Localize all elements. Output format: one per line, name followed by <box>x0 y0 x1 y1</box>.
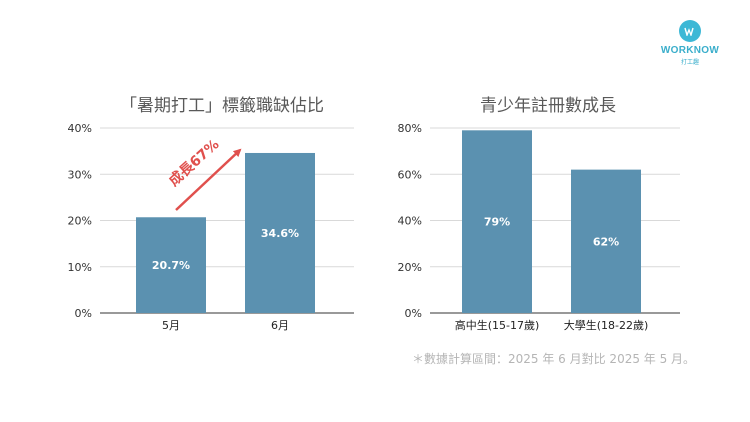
logo-mark-icon <box>679 20 701 42</box>
x-tick-label: 6月 <box>271 319 289 332</box>
y-tick-label: 40% <box>398 215 422 228</box>
x-tick-label: 大學生(18-22歲) <box>564 318 649 332</box>
bar-value-label: 34.6% <box>261 227 299 240</box>
bar-value-label: 20.7% <box>152 259 190 272</box>
y-tick-label: 20% <box>68 215 92 228</box>
bar-value-label: 62% <box>593 235 619 248</box>
y-tick-label: 80% <box>398 122 422 135</box>
y-tick-label: 0% <box>405 307 422 320</box>
bar <box>462 130 532 313</box>
y-tick-label: 20% <box>398 261 422 274</box>
y-tick-label: 10% <box>68 261 92 274</box>
growth-annotation-label: 成長67% <box>165 136 222 190</box>
right-bar-chart: 0% 20% 40% 60% 80% 79% 高中生(15-17歲) 62% 大學生(18-22… <box>398 122 680 332</box>
x-tick-label: 5月 <box>162 319 180 332</box>
right-chart-title: 青少年註冊數成長 <box>480 96 616 116</box>
bar-value-label: 79% <box>484 216 510 229</box>
bar <box>136 217 206 313</box>
x-tick-label: 高中生(15-17歲) <box>455 318 540 332</box>
left-bar-chart: 0% 10% 20% 30% 40% 20.7% 5月 34.6% 6月 成長67% <box>68 122 354 332</box>
y-tick-label: 40% <box>68 122 92 135</box>
left-chart-title: 「暑期打工」標籤職缺佔比 <box>120 96 324 116</box>
brand-name: WORKNOW <box>660 45 720 56</box>
y-tick-label: 60% <box>398 168 422 181</box>
bar <box>245 152 315 313</box>
footnote: ＊數據計算區間：2025 年 6 月對比 2025 年 5 月。 <box>412 352 696 366</box>
brand-subname: 打工趣 <box>680 59 699 66</box>
y-tick-label: 0% <box>75 307 92 320</box>
logo-wn-glyph-icon <box>684 27 694 36</box>
y-tick-label: 30% <box>68 168 92 181</box>
worknow-logo: WORKNOW 打工趣 <box>660 20 720 66</box>
growth-arrow <box>175 148 242 211</box>
bar <box>571 169 641 313</box>
